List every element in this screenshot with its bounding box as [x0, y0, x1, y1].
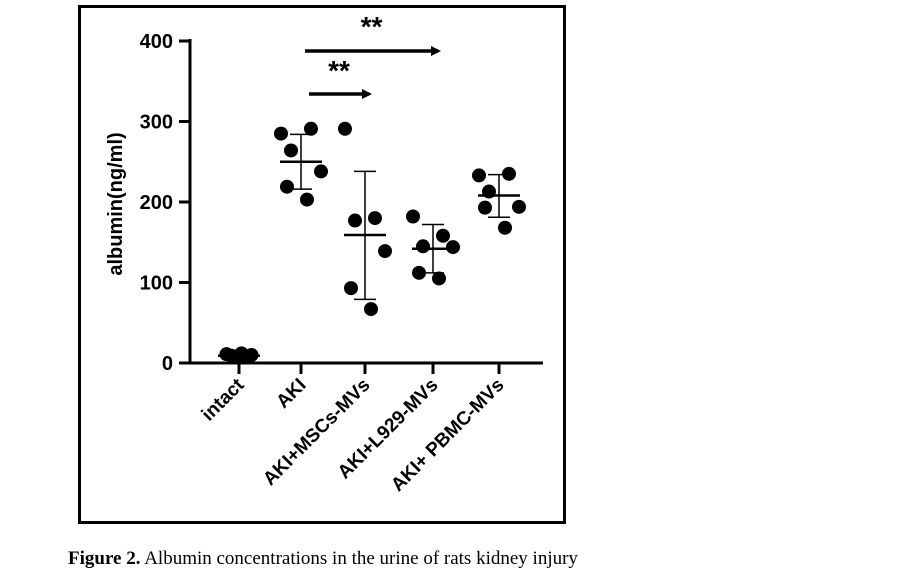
data-point — [412, 265, 426, 280]
chart-marks: ** ** — [218, 11, 526, 365]
y-tick-label: 100 — [140, 273, 173, 295]
data-point — [274, 126, 288, 141]
data-point — [436, 228, 450, 243]
significance-label: ** — [361, 11, 383, 42]
data-point — [498, 220, 512, 235]
data-point — [304, 121, 318, 136]
figure-frame: 0 100 200 300 400 intact AKI AKI+MSCs-MVs AKI+L9… — [78, 5, 566, 524]
data-point — [280, 179, 294, 194]
data-point — [300, 192, 314, 207]
x-tick-label: intact — [198, 374, 249, 425]
data-point — [368, 211, 382, 226]
data-point — [344, 281, 358, 296]
significance-label: ** — [328, 55, 350, 86]
data-point — [478, 200, 492, 215]
x-tick-label: AKI — [273, 375, 311, 413]
data-point — [348, 213, 362, 228]
data-point — [432, 271, 446, 286]
y-axis-label: albumin(ng/ml) — [105, 132, 127, 275]
data-point — [472, 168, 486, 183]
data-point — [512, 199, 526, 214]
data-point — [314, 164, 328, 179]
y-tick-label: 300 — [140, 112, 173, 134]
x-tick-label: AKI+ PBMC-MVs — [387, 375, 508, 496]
data-point — [364, 302, 378, 317]
caption-text: Albumin concentrations in the urine of r… — [144, 548, 578, 569]
data-point — [502, 166, 516, 181]
y-tick-label: 200 — [140, 192, 173, 214]
y-tick-label: 400 — [140, 31, 173, 53]
data-point — [378, 244, 392, 259]
data-point — [338, 121, 352, 136]
data-point — [406, 209, 420, 224]
y-tick-label: 0 — [162, 353, 173, 375]
data-point — [446, 240, 460, 255]
caption-label: Figure 2. — [68, 548, 141, 569]
figure-caption: Figure 2. Albumin concentrations in the … — [68, 548, 915, 570]
data-point — [416, 239, 430, 254]
data-point — [284, 143, 298, 158]
